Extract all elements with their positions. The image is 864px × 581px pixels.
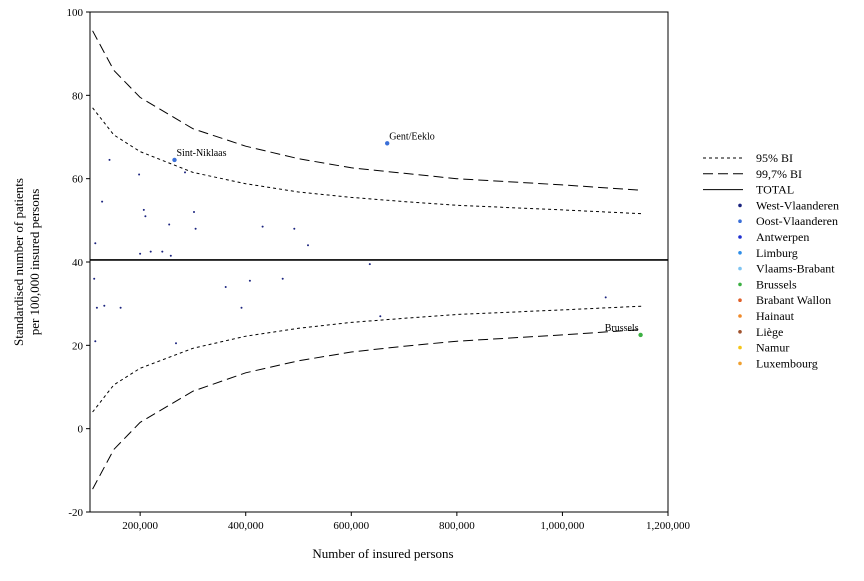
x-tick-label: 400,000 (228, 520, 264, 532)
data-point (368, 263, 371, 266)
data-point (142, 208, 145, 211)
data-point (194, 227, 197, 230)
ci95-lower-line (92, 305, 642, 413)
legend-label: Antwerpen (756, 230, 809, 244)
legend-marker-swatch (738, 361, 742, 366)
legend-marker-swatch (738, 251, 742, 255)
data-point (379, 315, 382, 318)
x-tick-label: 600,000 (333, 520, 369, 532)
legend-label: Brussels (756, 277, 797, 291)
y-tick-label: 0 (78, 424, 84, 436)
data-point (261, 225, 264, 228)
data-point (193, 211, 195, 213)
data-point (168, 223, 171, 226)
legend-label: Limburg (756, 246, 798, 260)
x-tick-label: 1,000,000 (540, 520, 585, 532)
x-tick-label: 800,000 (439, 520, 475, 532)
legend-label: Namur (756, 341, 789, 355)
legend-marker-swatch (738, 282, 742, 287)
legend-label: TOTAL (756, 183, 794, 197)
legend-marker-swatch (738, 203, 742, 208)
x-axis: 200,000 400,000 600,000 800,000 1,000,000 1,2… (122, 512, 691, 532)
ci997-lower-line (92, 329, 642, 490)
x-tick-label: 200,000 (122, 520, 158, 532)
point-label: Brussels (605, 323, 639, 334)
legend-marker-swatch (738, 345, 742, 350)
data-point (101, 200, 104, 203)
y-axis-label-line-2: per 100,000 insured persons (27, 189, 42, 336)
data-point (94, 340, 97, 343)
data-point (108, 158, 111, 161)
legend-marker-swatch (738, 330, 742, 334)
point-label: Gent/Eeklo (389, 131, 435, 142)
legend-marker-swatch (738, 314, 742, 318)
legend-label: Brabant Wallon (756, 293, 831, 307)
y-tick-label: 100 (67, 7, 84, 19)
data-point (638, 332, 643, 338)
data-point (144, 215, 147, 218)
data-point (248, 279, 251, 282)
legend-marker-swatch (738, 266, 742, 271)
data-point (307, 244, 309, 247)
y-axis-label-line-1: Standardised number of patients (11, 178, 26, 346)
data-point (169, 254, 172, 257)
legend-marker-swatch (738, 235, 742, 239)
legend-label: West-Vlaanderen (756, 198, 839, 212)
data-point (240, 306, 243, 309)
data-points: Sint-Niklaas Gent/Eeklo Brussels (93, 131, 643, 345)
ci95-upper-line (92, 107, 642, 215)
legend-label: Vlaams-Brabant (756, 262, 835, 276)
y-tick-label: -20 (68, 507, 83, 519)
data-point (161, 250, 164, 253)
plot-frame (89, 11, 669, 513)
limit-lines (92, 30, 642, 490)
y-tick-label: 60 (72, 174, 84, 186)
data-point (172, 157, 177, 163)
data-point (119, 306, 122, 309)
legend-marker-swatch (738, 219, 742, 223)
data-point (293, 227, 296, 230)
data-point (385, 141, 390, 146)
y-tick-label: 80 (72, 90, 84, 102)
legend-label: Hainaut (756, 309, 795, 323)
legend-label: Liège (756, 325, 783, 339)
data-point (224, 286, 227, 288)
legend-label: 95% BI (756, 151, 793, 165)
data-point (281, 277, 284, 280)
legend-label: 99,7% BI (756, 167, 802, 181)
data-point (604, 296, 607, 299)
ci997-upper-line (92, 30, 642, 191)
x-axis-label: Number of insured persons (312, 546, 453, 561)
legend-label: Luxembourg (756, 356, 818, 370)
legend-label: Oost-Vlaanderen (756, 214, 838, 228)
data-point (149, 250, 152, 253)
data-point (184, 171, 186, 174)
point-label: Sint-Niklaas (177, 148, 227, 159)
data-point (103, 304, 106, 307)
data-point (94, 242, 97, 245)
data-point (175, 342, 177, 345)
data-point (95, 306, 98, 309)
legend-marker-swatch (738, 298, 742, 303)
data-point (138, 173, 141, 176)
data-point (139, 252, 142, 255)
y-tick-label: 40 (72, 257, 84, 269)
y-axis: -20 0 20 40 60 80 100 (67, 7, 90, 519)
x-tick-label: 1,200,000 (646, 520, 691, 532)
y-tick-label: 20 (72, 340, 84, 352)
data-point (93, 277, 96, 280)
